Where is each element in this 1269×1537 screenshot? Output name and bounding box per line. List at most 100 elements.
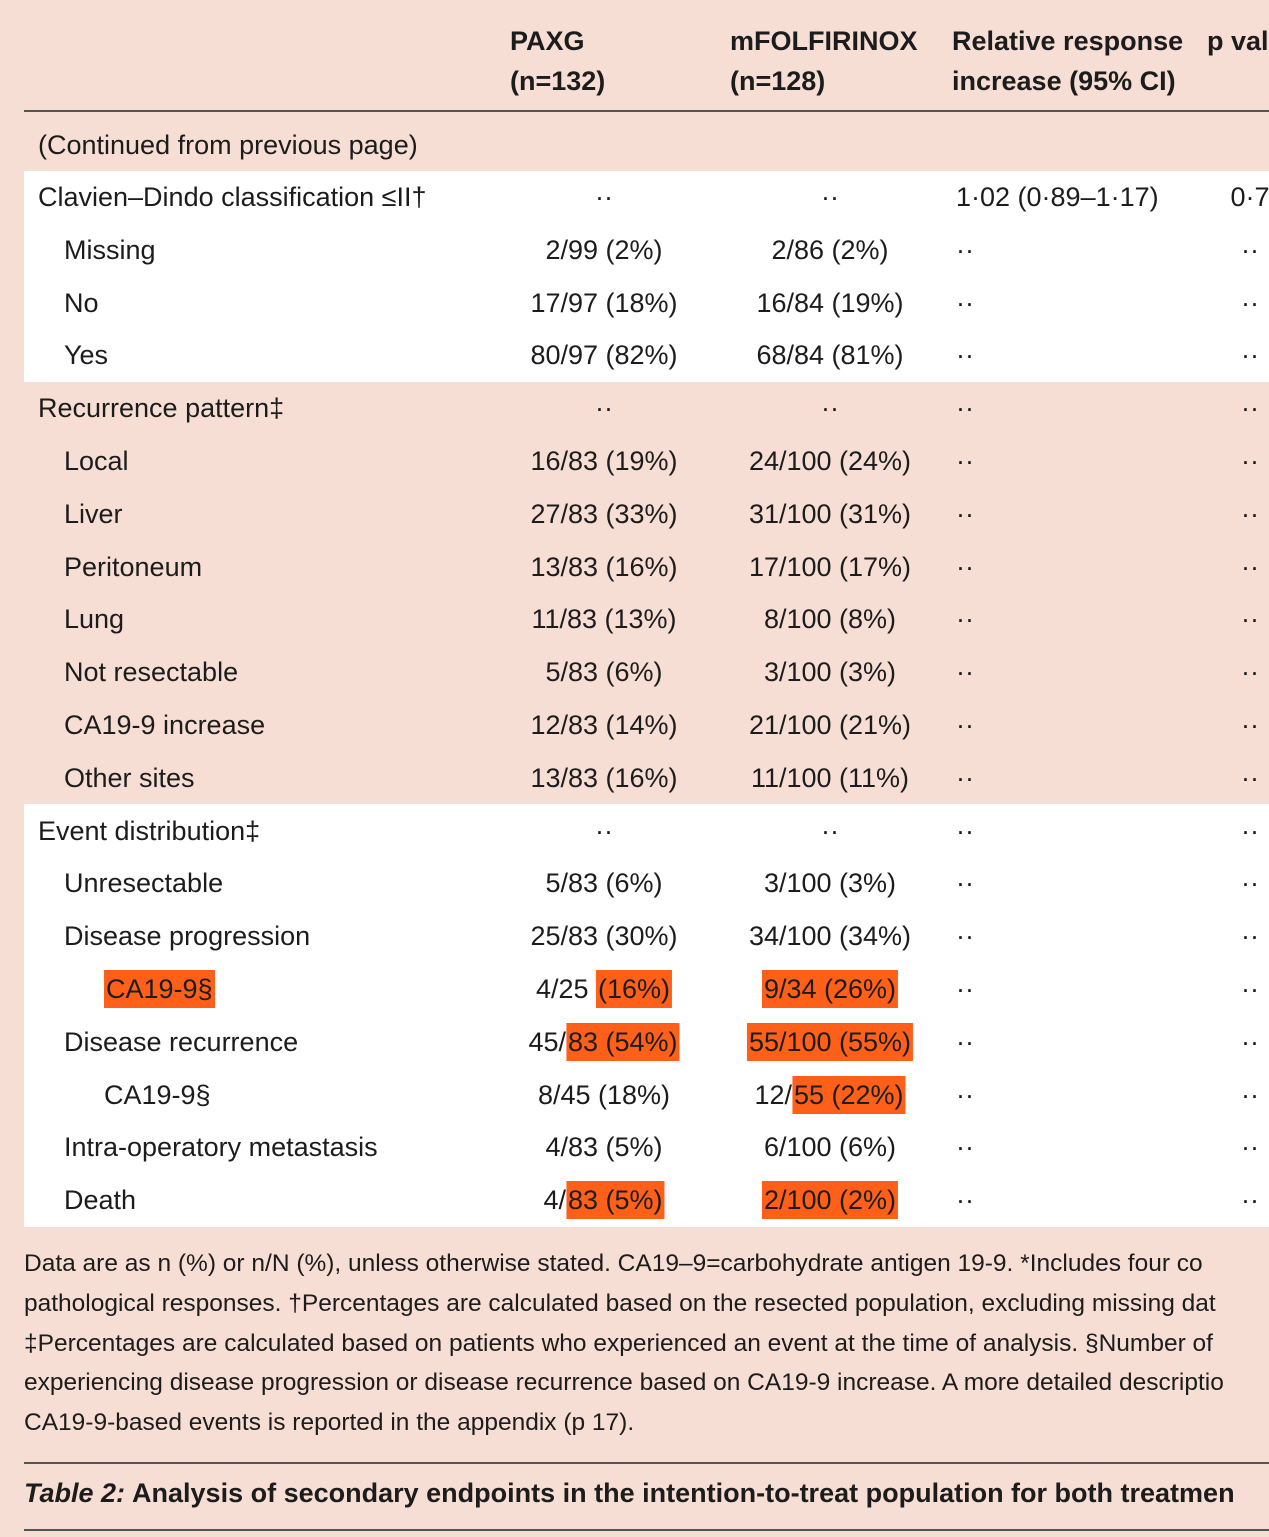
caption-text: Analysis of secondary endpoints in the i… (132, 1478, 1235, 1508)
cell-text: ·· (956, 1132, 974, 1163)
cell-text: ·· (821, 815, 839, 846)
cell-text: ·· (595, 815, 613, 846)
footnote-line: ‡Percentages are calculated based on pat… (24, 1329, 1213, 1357)
row-band (24, 170, 1269, 382)
cell-text: ·· (956, 1026, 974, 1057)
row-label: Yes (64, 338, 108, 372)
footnote-line: Data are as n (%) or n/N (%), unless oth… (24, 1250, 1203, 1277)
table-cell: 80/97 (82%) (530, 338, 677, 372)
cell-text: Peritoneum (64, 551, 203, 582)
cell-text: Unresectable (64, 868, 224, 899)
table-cell: ·· (1241, 233, 1259, 267)
highlight: (16%) (596, 970, 673, 1008)
table-cell: ·· (1241, 338, 1259, 372)
row-label: Disease recurrence (64, 1025, 298, 1059)
table-cell: ·· (595, 391, 613, 425)
table-cell: 27/83 (33%) (530, 497, 677, 531)
cell-text: ·· (956, 446, 974, 476)
table-cell: 2/99 (2%) (545, 233, 662, 267)
row-band (24, 804, 1269, 1227)
cell-text: ·· (956, 868, 974, 899)
cell-text: No (64, 287, 99, 318)
cell-text: 16/83 (19%) (530, 446, 678, 476)
table-cell: 2/100 (2%) (761, 1181, 899, 1220)
table-cell: ·· (956, 1078, 974, 1112)
cell-text: 11/83 (13%) (531, 604, 677, 635)
cell-text: Intra-operatory metastasis (64, 1132, 378, 1163)
cell-text: ·· (1241, 498, 1259, 529)
table-cell: 8/45 (18%) (538, 1078, 670, 1112)
table-cell: 21/100 (21%) (749, 708, 911, 742)
cell-text: Lung (64, 604, 125, 635)
row-label: Other sites (64, 761, 195, 795)
table-cell: 6/100 (6%) (764, 1130, 896, 1164)
table-cell: 3/100 (3%) (764, 866, 896, 900)
table-cell: 9/34 (26%) (761, 970, 899, 1008)
cell-text: ·· (1241, 551, 1259, 582)
table-cell: ·· (821, 180, 839, 214)
column-header-line: Relative response (952, 26, 1184, 56)
cell-text: ·· (1241, 234, 1259, 265)
cell-text: ·· (1241, 1132, 1259, 1163)
table-cell: 1·02 (0·89–1·17) (956, 180, 1159, 214)
cell-text: ·· (1241, 1079, 1259, 1110)
cell-text: 4/83 (5%) (545, 1132, 663, 1163)
cell-text: 2/86 (2%) (771, 234, 889, 265)
cell-text: 34/100 (34%) (748, 921, 912, 952)
cell-text: 0·7 (1230, 182, 1269, 212)
cell-text: ·· (1241, 1026, 1259, 1057)
cell-text: 8/45 (18%) (537, 1079, 671, 1110)
cell-text: 8/100 (8%) (763, 604, 897, 635)
cell-text: ·· (956, 974, 974, 1004)
table-cell: ·· (1241, 497, 1259, 531)
table-cell: ·· (1241, 761, 1259, 795)
row-label: Unresectable (64, 866, 223, 900)
table-cell: 8/100 (8%) (764, 602, 896, 636)
table-cell: 25/83 (30%) (530, 919, 677, 953)
table-cell: ·· (1241, 1130, 1259, 1164)
table-cell: ·· (1241, 814, 1259, 848)
cell-text: Other sites (64, 762, 195, 793)
row-label: CA19-9§ (104, 1078, 211, 1112)
caption-label: Table 2: (24, 1478, 126, 1508)
cell-text: ·· (1241, 446, 1259, 476)
table-cell: ·· (1241, 444, 1259, 478)
cell-text: ·· (1241, 657, 1259, 688)
caption: Table 2: Analysis of secondary endpoints … (24, 1478, 1235, 1509)
row-label: Liver (64, 497, 123, 531)
table-cell: 4/83 (5%) (543, 1181, 665, 1220)
cell-text: Not resectable (64, 657, 239, 688)
cell-text: ·· (956, 1185, 974, 1216)
table-cell: ·· (1241, 972, 1259, 1006)
table-cell: 16/84 (19%) (756, 286, 903, 320)
cell-text: 31/100 (31%) (748, 498, 912, 529)
table-cell: ·· (1241, 866, 1259, 900)
table-cell: ·· (1241, 602, 1259, 636)
table-cell: ·· (956, 391, 974, 425)
table-cell: ·· (956, 233, 974, 267)
table-cell: 0·7 (1230, 180, 1269, 214)
table-cell: 17/100 (17%) (749, 550, 911, 584)
cell-text: 17/100 (17%) (748, 551, 912, 582)
cell-text: ·· (1241, 1185, 1259, 1216)
cell-text: Liver (64, 498, 123, 529)
header-rule (24, 110, 1269, 112)
footnote-line: CA19-9-based events is reported in the a… (24, 1409, 635, 1437)
table-cell: 2/86 (2%) (771, 233, 888, 267)
table-cell: ·· (956, 708, 974, 742)
cell-text: Local (64, 446, 129, 476)
cell-text: ·· (956, 1079, 974, 1110)
cell-text: ·· (956, 657, 974, 688)
table-cell: 24/100 (24%) (749, 444, 911, 478)
cell-text: 2/99 (2%) (545, 234, 663, 265)
cell-text: Event distribution‡ (38, 815, 261, 846)
highlight: 55 (22%) (791, 1075, 906, 1114)
table-cell: ·· (1241, 919, 1259, 953)
table-cell: 5/83 (6%) (545, 866, 662, 900)
row-label: No (64, 286, 99, 320)
row-label: Lung (64, 602, 124, 636)
table-cell: 3/100 (3%) (764, 655, 896, 689)
cell-text: 4/25 (535, 974, 597, 1004)
table-cell: ·· (1241, 1183, 1259, 1217)
cell-text: 17/97 (18%) (530, 287, 678, 318)
